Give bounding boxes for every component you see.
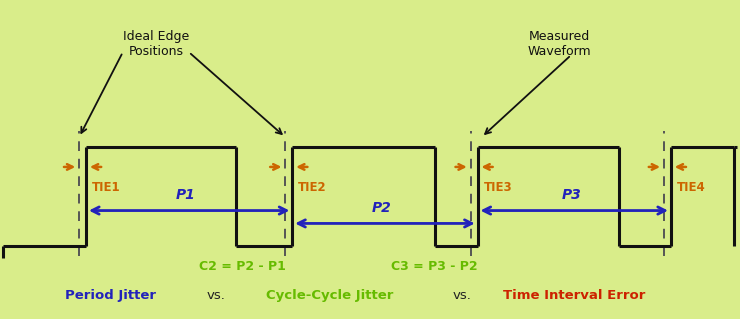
Text: P2: P2 [372,201,391,214]
Text: TIE1: TIE1 [92,181,121,194]
Text: TIE3: TIE3 [483,181,512,194]
Text: Period Jitter: Period Jitter [65,289,156,302]
Text: vs.: vs. [206,289,225,302]
Text: TIE4: TIE4 [677,181,706,194]
Text: Time Interval Error: Time Interval Error [503,289,645,302]
Text: P3: P3 [562,188,581,202]
Text: Measured
Waveform: Measured Waveform [528,30,591,58]
Text: vs.: vs. [452,289,471,302]
Text: C2 = P2 - P1: C2 = P2 - P1 [199,260,286,272]
Text: P1: P1 [176,188,195,202]
Text: TIE2: TIE2 [298,181,327,194]
Text: Cycle-Cycle Jitter: Cycle-Cycle Jitter [266,289,394,302]
Text: Ideal Edge
Positions: Ideal Edge Positions [123,30,189,58]
Text: C3 = P3 - P2: C3 = P3 - P2 [391,260,478,272]
